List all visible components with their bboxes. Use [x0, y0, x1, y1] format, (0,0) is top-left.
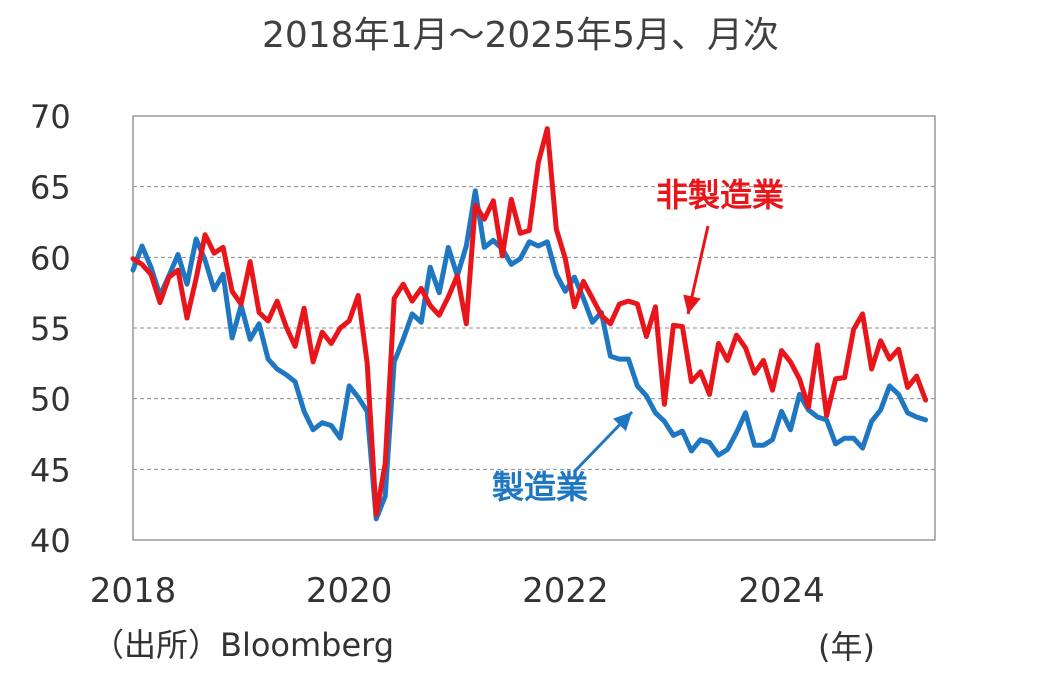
x-tick-label: 2020 — [306, 571, 393, 611]
y-tick-label: 60 — [30, 239, 71, 277]
series-line-0 — [130, 188, 929, 522]
y-tick-label: 65 — [30, 169, 71, 207]
series-line-1 — [130, 126, 929, 518]
series-lines — [130, 126, 929, 522]
x-tick-label: 2024 — [738, 571, 825, 611]
x-axis-ticks: 2018 2020 2022 2024 — [90, 571, 825, 611]
source-note: （出所）Bloomberg — [92, 626, 395, 664]
series-arrow-head — [613, 412, 632, 432]
x-axis-unit: (年) — [818, 628, 875, 666]
series-label: 非製造業 — [656, 176, 784, 214]
series-labels: 製造業 非製造業 — [492, 176, 784, 506]
series-label: 製造業 — [492, 468, 588, 506]
x-tick-label: 2022 — [522, 571, 609, 611]
y-axis-ticks: 40 45 50 55 60 65 70 — [30, 98, 71, 560]
plot-area-border — [132, 115, 936, 541]
y-tick-label: 40 — [30, 522, 71, 560]
x-tick-label: 2018 — [90, 571, 177, 611]
chart-title: 2018年1月～2025年5月、月次 — [261, 15, 780, 56]
y-tick-label: 70 — [30, 98, 71, 136]
y-tick-label: 45 — [30, 451, 71, 489]
y-tick-label: 50 — [30, 381, 71, 419]
gridlines — [133, 186, 935, 470]
y-tick-label: 55 — [30, 310, 71, 348]
series-arrow-head — [683, 294, 701, 314]
